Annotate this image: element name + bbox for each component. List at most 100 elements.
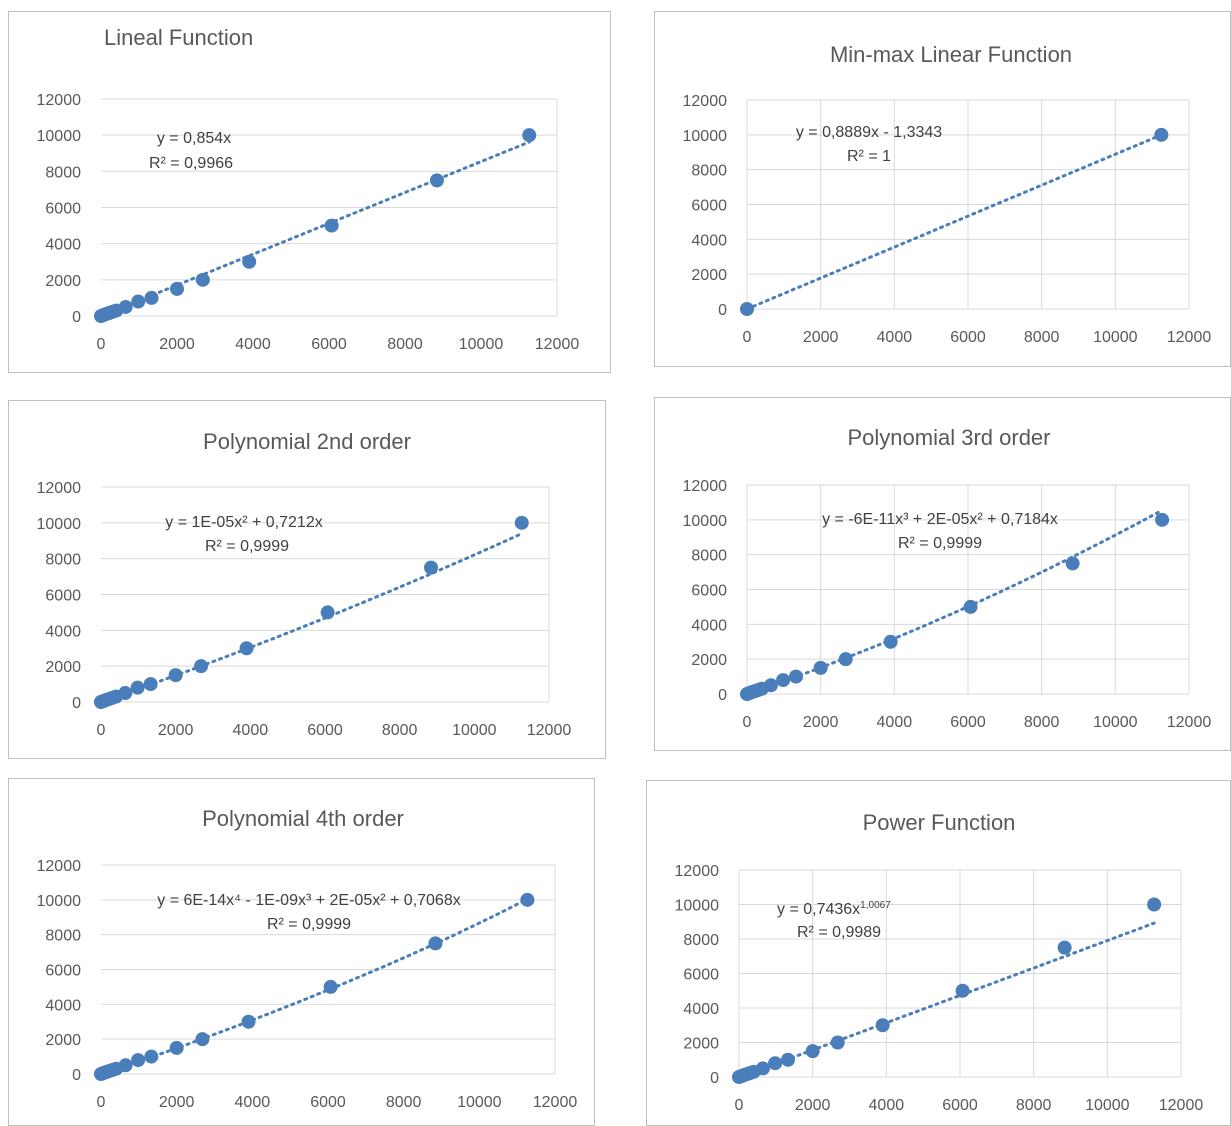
x-tick-label: 12000 bbox=[1167, 714, 1212, 731]
x-tick-label: 6000 bbox=[307, 722, 343, 739]
chart-power-function: Power Function 0 2000 4000 6000 8000 10000 1200… bbox=[646, 780, 1231, 1126]
x-tick-label: 2000 bbox=[159, 336, 195, 353]
r-squared-label: R² = 1 bbox=[847, 148, 891, 165]
x-tick-label: 10000 bbox=[459, 336, 504, 353]
data-point bbox=[143, 677, 158, 692]
r-squared-label: R² = 0,9999 bbox=[205, 538, 289, 555]
y-tick-label: 10000 bbox=[37, 128, 82, 145]
y-tick-label: 0 bbox=[72, 309, 81, 326]
y-tick-label: 6000 bbox=[683, 967, 719, 984]
chart-polynomial-2nd-order: Polynomial 2nd order 0 2000 4000 6000 8000 100… bbox=[8, 400, 606, 759]
y-tick-label: 12000 bbox=[683, 478, 728, 495]
data-point bbox=[242, 254, 257, 269]
data-point bbox=[883, 634, 898, 649]
x-tick-label: 8000 bbox=[1024, 714, 1060, 731]
trendline-equation: y = 6E-14x⁴ - 1E-09x³ + 2E-05x² + 0,7068… bbox=[157, 892, 460, 909]
data-point bbox=[195, 272, 210, 287]
trendline-equation: y = 0,854x bbox=[157, 130, 231, 147]
data-point bbox=[875, 1018, 890, 1033]
y-tick-label: 2000 bbox=[45, 659, 81, 676]
x-tick-label: 12000 bbox=[527, 722, 572, 739]
data-point bbox=[130, 680, 145, 695]
y-tick-label: 12000 bbox=[675, 863, 720, 880]
data-point bbox=[239, 641, 254, 656]
r-squared-label: R² = 0,9989 bbox=[797, 924, 881, 941]
data-point bbox=[1057, 940, 1072, 955]
x-tick-label: 12000 bbox=[535, 336, 580, 353]
y-tick-label: 8000 bbox=[691, 548, 727, 565]
y-tick-label: 8000 bbox=[45, 164, 81, 181]
y-tick-label: 10000 bbox=[37, 893, 82, 910]
chart-min-max-linear-function: Min-max Linear Function 0 2000 4000 6000 8000… bbox=[654, 11, 1231, 367]
data-point bbox=[1155, 512, 1170, 527]
y-tick-label: 4000 bbox=[45, 237, 81, 254]
trendline-equation: y = -6E-11x³ + 2E-05x² + 0,7184x bbox=[822, 511, 1058, 528]
chart-polynomial-4th-order: Polynomial 4th order 0 2000 4000 6000 8000 100… bbox=[8, 778, 595, 1126]
x-tick-label: 8000 bbox=[1016, 1097, 1052, 1114]
chart-title: Polynomial 2nd order bbox=[203, 429, 411, 454]
x-tick-label: 6000 bbox=[950, 714, 986, 731]
chart-polynomial-3rd-order: Polynomial 3rd order 0 2000 4000 6000 8000 100… bbox=[654, 397, 1231, 751]
data-point bbox=[838, 652, 853, 667]
equation-exponent: 1,0067 bbox=[860, 900, 891, 911]
data-point bbox=[169, 1040, 184, 1055]
x-tick-label: 4000 bbox=[869, 1097, 905, 1114]
y-tick-label: 0 bbox=[72, 1067, 81, 1084]
x-tick-label: 10000 bbox=[1085, 1097, 1130, 1114]
x-tick-label: 8000 bbox=[386, 1094, 422, 1111]
x-tick-label: 12000 bbox=[1159, 1097, 1204, 1114]
y-tick-label: 10000 bbox=[37, 516, 82, 533]
trendline bbox=[99, 897, 529, 1076]
x-tick-label: 8000 bbox=[387, 336, 423, 353]
x-tick-label: 6000 bbox=[310, 1094, 346, 1111]
y-tick-label: 6000 bbox=[691, 198, 727, 215]
y-tick-label: 6000 bbox=[691, 583, 727, 600]
y-tick-label: 0 bbox=[710, 1070, 719, 1087]
trendline bbox=[99, 532, 524, 704]
data-point bbox=[195, 1032, 210, 1047]
data-point bbox=[424, 560, 439, 575]
chart-title: Min-max Linear Function bbox=[830, 42, 1072, 67]
x-tick-label: 12000 bbox=[1167, 329, 1212, 346]
data-point bbox=[323, 979, 338, 994]
x-tick-label: 4000 bbox=[235, 1094, 271, 1111]
data-point bbox=[788, 669, 803, 684]
r-squared-label: R² = 0,9999 bbox=[898, 535, 982, 552]
data-point bbox=[118, 299, 133, 314]
y-tick-label: 4000 bbox=[683, 1001, 719, 1018]
x-tick-label: 2000 bbox=[158, 722, 194, 739]
data-point bbox=[514, 515, 529, 530]
x-tick-label: 2000 bbox=[803, 714, 839, 731]
data-point bbox=[740, 302, 754, 316]
y-tick-label: 4000 bbox=[45, 623, 81, 640]
y-tick-label: 12000 bbox=[37, 92, 82, 109]
data-point bbox=[131, 1053, 146, 1068]
y-tick-label: 6000 bbox=[45, 963, 81, 980]
y-tick-label: 2000 bbox=[683, 1036, 719, 1053]
x-tick-label: 0 bbox=[743, 714, 752, 731]
chart-svg: Power Function 0 2000 4000 6000 8000 10000 1200… bbox=[675, 810, 1204, 1114]
x-tick-label: 8000 bbox=[1024, 329, 1060, 346]
y-tick-label: 10000 bbox=[683, 513, 728, 530]
x-tick-label: 10000 bbox=[1093, 329, 1138, 346]
data-point bbox=[830, 1035, 845, 1050]
y-tick-label: 2000 bbox=[691, 267, 727, 284]
trendline-equation: y = 0,8889x - 1,3343 bbox=[796, 124, 942, 141]
y-tick-label: 8000 bbox=[683, 932, 719, 949]
y-tick-label: 12000 bbox=[37, 480, 82, 497]
data-point bbox=[131, 294, 146, 309]
chart-svg: Min-max Linear Function 0 2000 4000 6000 8000… bbox=[683, 42, 1212, 346]
data-point bbox=[428, 936, 443, 951]
data-point bbox=[755, 1061, 770, 1076]
r-squared-label: R² = 0,9999 bbox=[267, 916, 351, 933]
x-tick-label: 0 bbox=[97, 1094, 106, 1111]
data-point bbox=[963, 599, 978, 614]
chart-svg: Lineal Function 0 2000 4000 6000 8000 10000 120… bbox=[37, 25, 580, 353]
x-tick-label: 0 bbox=[735, 1097, 744, 1114]
data-point bbox=[520, 892, 535, 907]
y-tick-label: 12000 bbox=[37, 858, 82, 875]
x-tick-label: 10000 bbox=[457, 1094, 502, 1111]
data-point bbox=[168, 668, 183, 683]
data-point bbox=[768, 1056, 783, 1071]
y-tick-label: 8000 bbox=[45, 928, 81, 945]
